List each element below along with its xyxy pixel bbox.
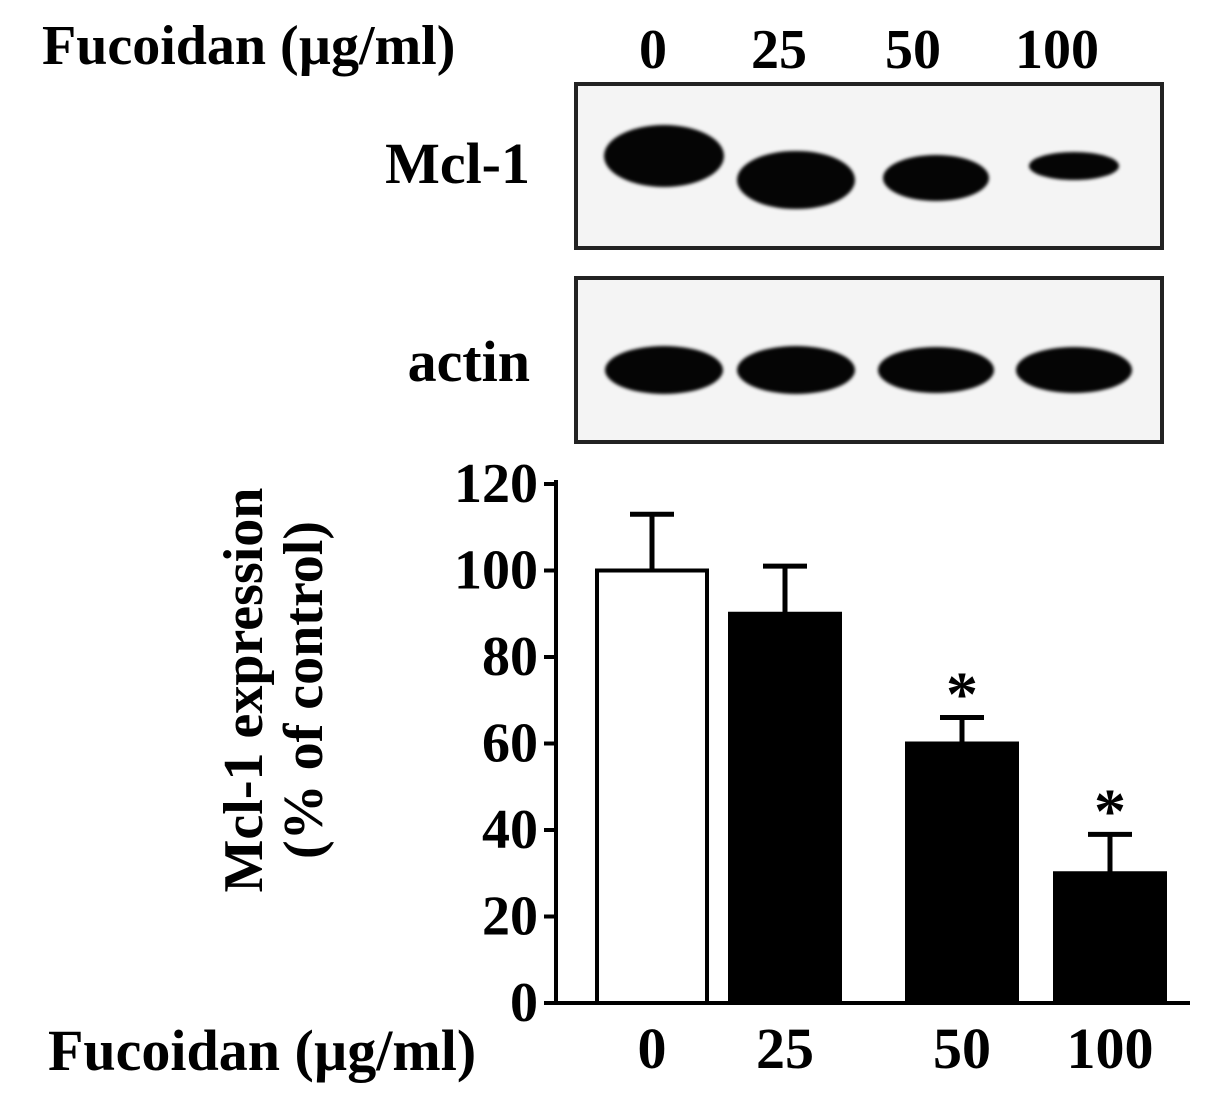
significance-marker: * bbox=[946, 659, 978, 730]
blot-row-label-mcl1: Mcl-1 bbox=[385, 131, 530, 196]
blot-dose-0: 0 bbox=[639, 19, 667, 81]
bars: ** bbox=[595, 511, 1167, 1005]
y-tick-label: 0 bbox=[510, 972, 538, 1034]
mcl1-band-0 bbox=[604, 125, 724, 187]
mcl1-band-25 bbox=[737, 150, 855, 210]
y-tick-label: 100 bbox=[454, 540, 538, 602]
blot-dose-100: 100 bbox=[1015, 19, 1099, 81]
significance-marker: * bbox=[1094, 775, 1126, 846]
mcl1-band-50 bbox=[882, 154, 990, 202]
blot-dose-axis-label: Fucoidan (µg/ml) bbox=[42, 15, 456, 77]
y-axis-title-line2: (% of control) bbox=[273, 521, 335, 859]
x-axis-title: Fucoidan (µg/ml) bbox=[48, 1018, 476, 1083]
blot-dose-25: 25 bbox=[751, 19, 807, 81]
actin-band-25 bbox=[737, 346, 855, 394]
x-ticks: 0 25 50 100 bbox=[638, 1016, 1154, 1081]
bar-25 bbox=[728, 611, 842, 1005]
x-tick-label: 100 bbox=[1067, 1016, 1154, 1081]
y-tick-label: 80 bbox=[482, 626, 538, 688]
bar-0 bbox=[595, 568, 709, 1005]
y-ticks: 0 20 40 60 80 100 120 bbox=[454, 453, 556, 1034]
x-tick-label: 0 bbox=[638, 1016, 667, 1081]
actin-band-100 bbox=[1016, 347, 1132, 393]
bar-100 bbox=[1053, 871, 1167, 1005]
y-tick-label: 40 bbox=[482, 799, 538, 861]
y-tick-label: 60 bbox=[482, 713, 538, 775]
blot-dose-50: 50 bbox=[885, 19, 941, 81]
bar-50 bbox=[905, 741, 1019, 1005]
y-axis-title-line1: Mcl-1 expression bbox=[213, 488, 275, 893]
y-axis-title: Mcl-1 expression (% of control) bbox=[213, 488, 335, 893]
x-tick-label: 50 bbox=[933, 1016, 991, 1081]
y-tick-label: 20 bbox=[482, 886, 538, 948]
y-tick-label: 120 bbox=[454, 453, 538, 515]
actin-band-0 bbox=[605, 346, 723, 394]
blot-row-label-actin: actin bbox=[407, 329, 530, 394]
actin-band-50 bbox=[878, 347, 994, 393]
mcl1-band-100 bbox=[1028, 152, 1120, 180]
blot-panel-actin bbox=[574, 276, 1164, 444]
blot-panel-mcl1 bbox=[574, 82, 1164, 250]
x-tick-label: 25 bbox=[756, 1016, 814, 1081]
